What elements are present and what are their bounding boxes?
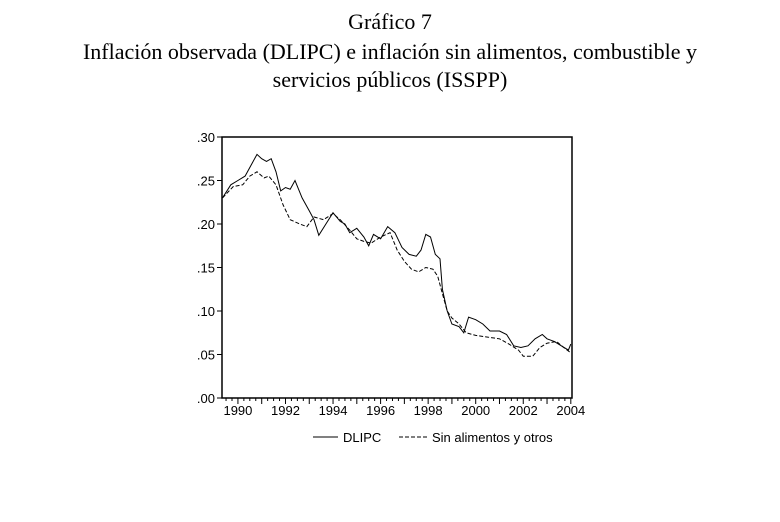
x-tick-label: 1990 — [223, 403, 252, 418]
x-tick-label: 1998 — [414, 403, 443, 418]
y-tick-label: .20 — [197, 217, 215, 232]
y-tick-label: .30 — [197, 130, 215, 145]
legend-label-dlipc: DLIPC — [343, 430, 381, 445]
y-tick-label: .05 — [197, 348, 215, 363]
y-tick-label: .15 — [197, 261, 215, 276]
x-tick-label: 1992 — [271, 403, 300, 418]
y-tick-label: .10 — [197, 304, 215, 319]
x-tick-label: 2000 — [461, 403, 490, 418]
series-line-dlipc — [222, 153, 572, 351]
y-tick-label: .25 — [197, 174, 215, 189]
x-tick-label: 1994 — [319, 403, 348, 418]
x-tick-label: 2004 — [556, 403, 585, 418]
chart-title-line2: servicios públicos (ISSPP) — [272, 67, 508, 92]
plot-frame — [221, 136, 573, 399]
legend-label-sin-alimentos: Sin alimentos y otros — [432, 430, 553, 445]
x-tick-label: 2002 — [509, 403, 538, 418]
series-line-sin-alimentos-y-otros — [222, 171, 572, 357]
figure-number: Gráfico 7 — [348, 9, 432, 34]
x-tick-label: 1996 — [366, 403, 395, 418]
y-tick-label: .00 — [197, 391, 215, 406]
chart-title-line1: Inflación observada (DLIPC) e inflación … — [82, 39, 697, 64]
